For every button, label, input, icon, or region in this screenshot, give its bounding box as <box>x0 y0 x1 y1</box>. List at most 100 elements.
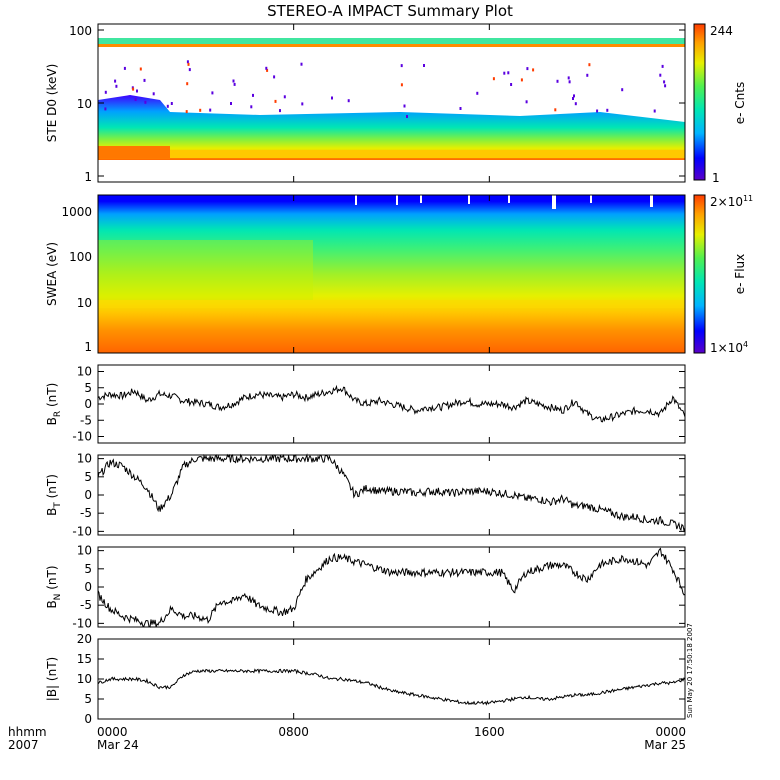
time-tick-label: 0000 <box>97 725 128 739</box>
bt-ylabel-unit: (nT) <box>45 474 59 502</box>
swea-frame <box>97 194 686 354</box>
ste-speck <box>347 99 350 103</box>
ste-speck <box>510 83 513 86</box>
ste-speck <box>459 107 462 110</box>
swea-colorbar-label: e- Flux <box>733 254 747 294</box>
panel-ste: STE D0 (keV) 1 10 100 244 1 e- Cnts <box>45 23 747 185</box>
bn-ylabel-main: B <box>45 600 59 608</box>
ste-speck <box>573 94 575 98</box>
br-ylabel-unit: (nT) <box>45 383 59 411</box>
ste-spectrum-body <box>98 95 685 160</box>
ste-high-band-orange <box>98 44 685 47</box>
ste-speck <box>188 68 191 72</box>
swea-colorbar <box>693 194 706 354</box>
ste-speck <box>136 89 138 93</box>
ste-speck <box>423 64 425 67</box>
ste-ytick-1: 1 <box>84 170 92 184</box>
ste-speck <box>520 78 523 82</box>
ste-speck <box>283 95 286 99</box>
ste-speck <box>556 79 559 83</box>
time-tick-date: Mar 25 <box>644 738 686 752</box>
ste-speck <box>596 109 599 113</box>
ste-colorbar-max: 244 <box>710 24 733 38</box>
ste-speck <box>503 71 506 75</box>
bt-ylabel: BT (nT) <box>45 474 63 516</box>
ytick-label: 0 <box>84 712 92 726</box>
swea-colorbar-max-exp: 11 <box>743 194 753 203</box>
ste-speck <box>532 68 535 72</box>
ste-speck <box>492 77 495 81</box>
swea-dropouts <box>355 195 653 209</box>
ste-colorbar <box>693 23 706 181</box>
ste-speck <box>331 96 333 100</box>
ste-speck <box>572 97 574 100</box>
ste-speck <box>187 62 190 66</box>
panel-br: BR (nT) 10 5 0 -5 -10 <box>45 364 686 444</box>
br-trace <box>97 384 686 423</box>
ste-speck <box>132 87 135 91</box>
panel-bmag: |B| (nT) 20 15 10 5 0 <box>45 632 686 726</box>
time-tick-label: 0000 <box>655 725 686 739</box>
ste-speck <box>152 92 155 96</box>
ste-speck <box>115 84 118 88</box>
ste-ylabel: STE D0 (keV) <box>45 64 59 143</box>
ytick-label: 5 <box>84 381 92 395</box>
ytick-label: 5 <box>84 562 92 576</box>
ytick-label: -10 <box>72 616 92 630</box>
ste-speck <box>621 88 624 92</box>
ste-speck <box>144 100 147 104</box>
swea-colorbar-max-mantissa: 2×10 <box>710 195 743 209</box>
ste-speck <box>554 108 557 112</box>
ste-speck <box>186 82 189 86</box>
ytick-label: 10 <box>77 672 92 686</box>
ytick-label: 15 <box>77 652 92 666</box>
ste-speck <box>568 80 571 84</box>
time-tick-label: 1600 <box>474 725 505 739</box>
ste-high-band-green <box>98 38 685 44</box>
ytick-label: 20 <box>77 632 92 646</box>
ytick-label: -10 <box>72 430 92 444</box>
swea-dip-band <box>98 300 685 308</box>
ste-speck <box>104 107 107 111</box>
ste-speck <box>279 109 281 113</box>
swea-spectrum <box>98 195 685 353</box>
time-axis-row-label-1: hhmm <box>8 725 47 739</box>
panel-bt: BT (nT) 10 5 0 -5 -10 <box>45 452 686 538</box>
swea-colorbar-max: 2×1011 <box>710 194 753 209</box>
ste-speck <box>574 102 577 106</box>
ste-speck <box>301 102 304 106</box>
ste-speck <box>211 91 214 95</box>
panel-swea: SWEA (eV) 1 10 100 1000 2×1011 1×104 e- … <box>45 194 753 355</box>
generation-timestamp: Sun May 20 17:50:18 2007 <box>686 623 694 718</box>
ytick-label: -5 <box>80 506 92 520</box>
time-tick-date: Mar 24 <box>97 738 139 752</box>
ste-speck <box>209 108 212 112</box>
ste-scatter-points <box>104 60 667 118</box>
ste-speck <box>185 110 188 114</box>
ste-speck <box>166 104 169 108</box>
ste-speck <box>526 67 529 71</box>
ste-speck <box>134 98 137 101</box>
bn-ylabel: BN (nT) <box>45 565 63 608</box>
ste-speck <box>139 67 142 71</box>
bt-trace <box>97 453 686 533</box>
ste-ytick-100: 100 <box>69 24 92 38</box>
ste-speck <box>663 80 666 84</box>
ste-speck <box>143 78 146 82</box>
ste-speck <box>606 108 609 112</box>
ste-yminor-ticks <box>98 29 685 177</box>
ste-speck <box>273 75 276 79</box>
ste-ytick-10: 10 <box>77 97 92 111</box>
ytick-label: 0 <box>84 488 92 502</box>
ste-speck <box>250 105 253 109</box>
ste-speck <box>274 99 277 103</box>
ste-speck <box>567 76 570 80</box>
swea-ytick-100: 100 <box>69 250 92 264</box>
br-ylabel-sub: R <box>53 411 63 417</box>
ste-speck <box>265 66 268 70</box>
ste-colorbar-label: e- Cnts <box>733 82 747 124</box>
br-ylabel-main: B <box>45 417 59 425</box>
bn-ylabel-unit: (nT) <box>45 565 59 593</box>
bmag-frame <box>97 638 686 720</box>
